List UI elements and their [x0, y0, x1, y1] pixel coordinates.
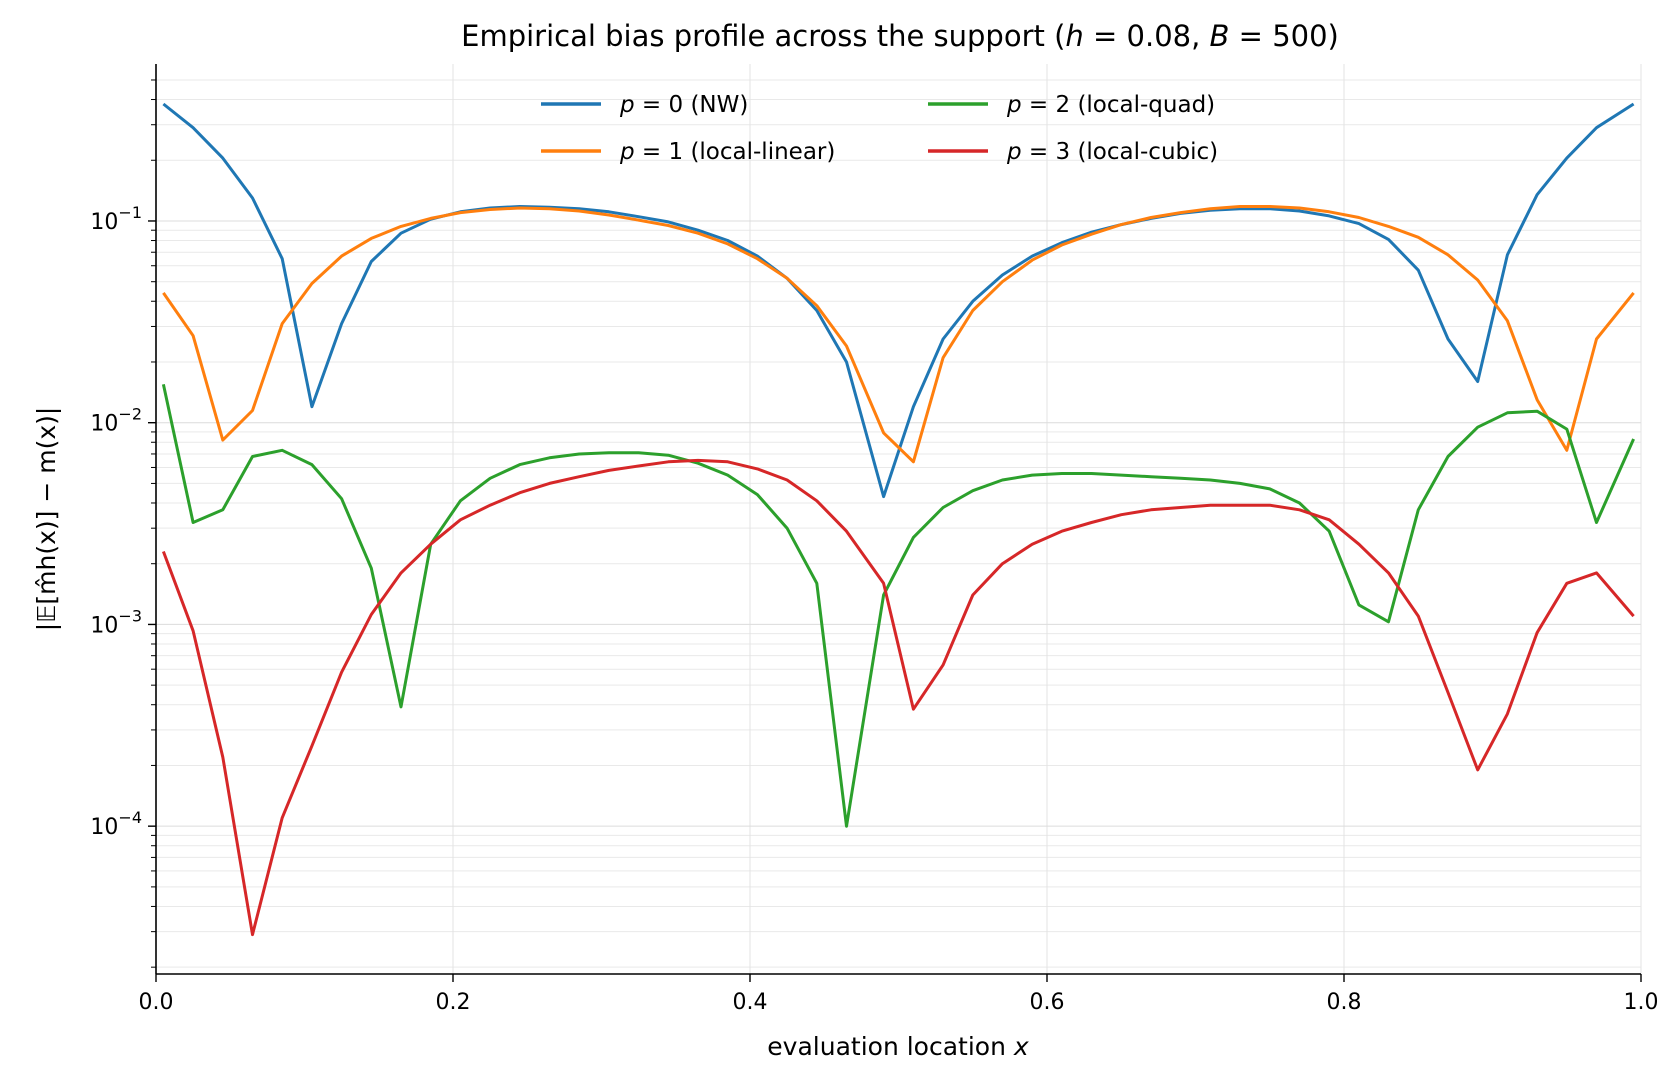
text-part: B [1210, 19, 1230, 53]
series-line-local-quad [161, 383, 1635, 828]
text-part: p [619, 139, 635, 165]
text-part: = 0 (NW) [635, 92, 749, 118]
text-part: = 500) [1229, 19, 1338, 53]
y-tick-base: 10 [90, 613, 118, 638]
text-part: Empirical bias profile across the suppor… [461, 19, 1065, 53]
text-part: h [1065, 19, 1083, 53]
x-tick-label: 0.8 [1327, 990, 1362, 1015]
y-tick-exponent: −3 [118, 606, 142, 625]
legend-label: p = 1 (local-linear) [619, 139, 835, 165]
text-part: = 3 (local-cubic) [1022, 139, 1219, 165]
legend-label: p = 0 (NW) [619, 92, 748, 118]
y-axis-ticks: 10−410−310−210−1 [90, 79, 156, 968]
text-part: = 0.08, [1084, 19, 1210, 53]
series-line-nw [162, 102, 1635, 499]
x-axis-title: evaluation location x [767, 1032, 1029, 1061]
y-tick-exponent: −1 [118, 203, 142, 222]
series-line-local-cubic [161, 458, 1635, 937]
chart-title: Empirical bias profile across the suppor… [461, 19, 1339, 53]
x-tick-label: 0.0 [139, 990, 174, 1015]
text-part: p [1006, 92, 1022, 118]
text-part: = 1 (local-linear) [635, 139, 836, 165]
y-tick-base: 10 [90, 815, 118, 840]
y-tick-label: 10−1 [90, 203, 142, 235]
axes [155, 64, 1641, 975]
x-tick-label: 0.4 [733, 990, 768, 1015]
y-tick-label: 10−2 [90, 405, 142, 437]
text-part: p [619, 92, 635, 118]
series-line-local-linear [162, 205, 1635, 464]
y-axis-title: |𝔼[m̂h(x)] − m(x)| [32, 407, 61, 632]
series-lines [161, 102, 1635, 937]
text-part: evaluation location [767, 1032, 1014, 1061]
y-tick-base: 10 [90, 210, 118, 235]
y-tick-label: 10−3 [90, 606, 142, 638]
x-tick-label: 0.2 [436, 990, 471, 1015]
text-part: = 2 (local-quad) [1022, 92, 1216, 118]
legend-label: p = 2 (local-quad) [1006, 92, 1215, 118]
text-part: p [1006, 139, 1022, 165]
x-tick-label: 0.6 [1030, 990, 1065, 1015]
x-tick-label: 1.0 [1624, 990, 1659, 1015]
x-axis-ticks: 0.0 0.2 0.4 0.6 0.8 1.0 [139, 974, 1659, 1015]
legend-label: p = 3 (local-cubic) [1006, 139, 1218, 165]
y-tick-label: 10−4 [90, 808, 142, 840]
y-tick-base: 10 [90, 412, 118, 437]
y-tick-exponent: −2 [118, 405, 142, 424]
text-part: x [1013, 1032, 1029, 1061]
legend: p = 0 (NW) p = 2 (local-quad)p = 1 (local… [541, 92, 1218, 165]
y-tick-exponent: −4 [118, 808, 142, 827]
